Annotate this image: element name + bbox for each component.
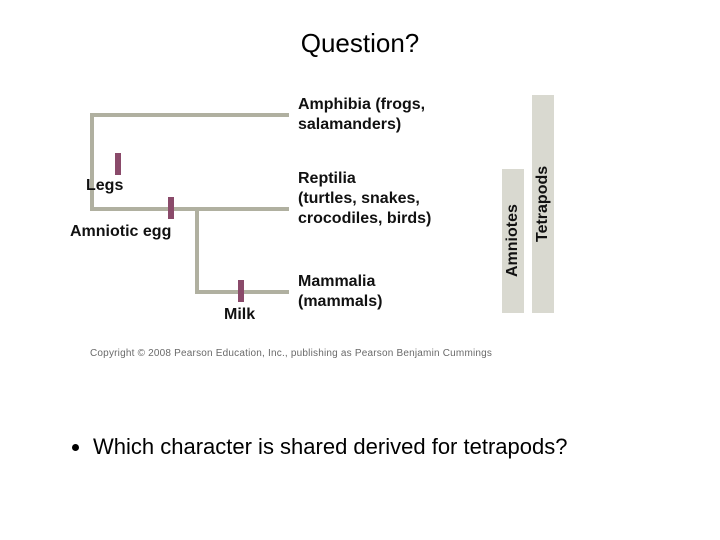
- taxon-mammalia: Mammalia (mammals): [298, 272, 382, 312]
- question-bullet: Which character is shared derived for te…: [72, 434, 652, 460]
- branch-root-lower: [90, 207, 199, 211]
- taxon-amphibia-line1: Amphibia (frogs,: [298, 95, 425, 115]
- taxon-reptilia: Reptilia (turtles, snakes, crocodiles, b…: [298, 169, 431, 229]
- slide-title: Question?: [0, 28, 720, 59]
- taxon-mammalia-line1: Mammalia: [298, 272, 382, 292]
- group-label-amniotes: Amniotes: [504, 169, 522, 313]
- bullet-icon: [72, 444, 79, 451]
- taxon-amphibia-line2: salamanders): [298, 115, 425, 135]
- tick-milk: [238, 280, 244, 302]
- branch-root-vertical: [90, 113, 94, 211]
- trait-label-legs: Legs: [86, 177, 123, 195]
- copyright-text: Copyright © 2008 Pearson Education, Inc.…: [90, 348, 492, 359]
- tick-legs: [115, 153, 121, 175]
- cladogram: Legs Amniotic egg Milk Amphibia (frogs, …: [90, 95, 630, 335]
- taxon-reptilia-line2: (turtles, snakes,: [298, 189, 431, 209]
- branch-to-reptilia: [195, 207, 289, 211]
- tick-amniotic-egg: [168, 197, 174, 219]
- taxon-amphibia: Amphibia (frogs, salamanders): [298, 95, 425, 135]
- question-text: Which character is shared derived for te…: [93, 434, 567, 460]
- taxon-reptilia-line3: crocodiles, birds): [298, 209, 431, 229]
- group-label-tetrapods: Tetrapods: [534, 95, 552, 313]
- branch-split2-vertical: [195, 207, 199, 294]
- trait-label-milk: Milk: [224, 306, 255, 324]
- trait-label-amniotic-egg: Amniotic egg: [70, 223, 171, 241]
- taxon-reptilia-line1: Reptilia: [298, 169, 431, 189]
- branch-to-amphibia: [90, 113, 289, 117]
- taxon-mammalia-line2: (mammals): [298, 292, 382, 312]
